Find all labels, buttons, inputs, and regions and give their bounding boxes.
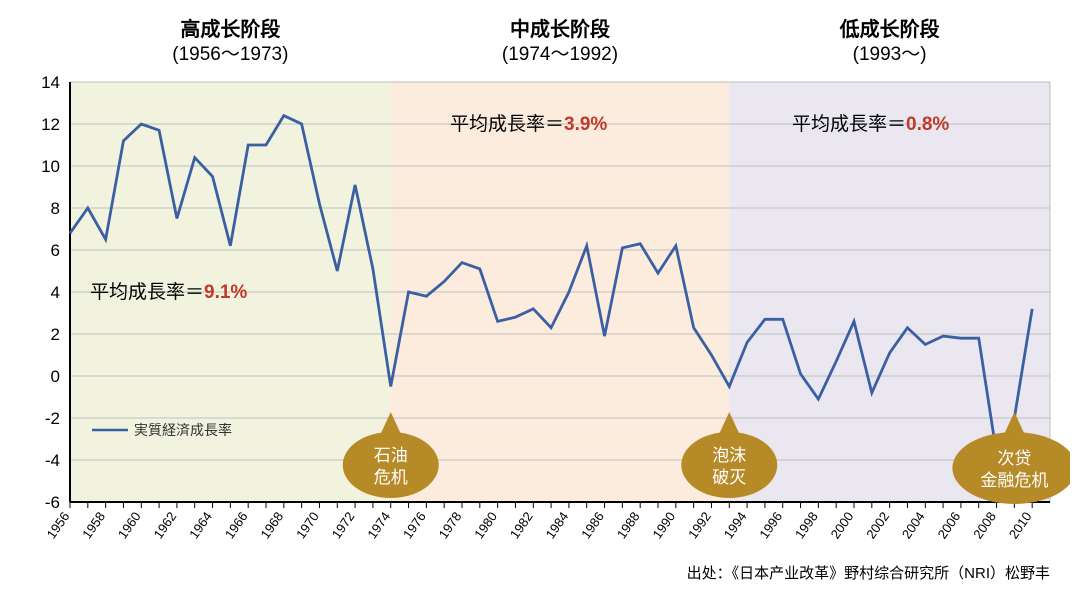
phase-title: 高成长阶段 bbox=[180, 17, 280, 41]
x-tick-label: 1984 bbox=[542, 509, 571, 541]
x-tick-label: 1962 bbox=[150, 509, 179, 541]
y-tick-label: 4 bbox=[51, 283, 60, 302]
phase-range: (1974～1992) bbox=[502, 44, 618, 65]
y-tick-label: -2 bbox=[45, 409, 60, 428]
callout-text: 金融危机 bbox=[980, 471, 1048, 490]
x-tick-label: 2006 bbox=[934, 509, 963, 541]
x-tick-label: 1964 bbox=[186, 509, 215, 541]
y-tick-label: 10 bbox=[41, 157, 60, 176]
y-tick-label: 2 bbox=[51, 325, 60, 344]
avg-annotation: 平均成長率＝0.8% bbox=[792, 113, 949, 135]
svg-text:平均成長率＝3.9%: 平均成長率＝3.9% bbox=[450, 113, 607, 135]
callout-text: 次贷 bbox=[997, 449, 1031, 468]
avg-annotation: 平均成長率＝9.1% bbox=[90, 281, 247, 303]
callout-text: 危机 bbox=[374, 468, 408, 487]
x-tick-label: 1966 bbox=[222, 509, 251, 541]
x-tick-label: 1956 bbox=[44, 509, 73, 541]
x-tick-label: 1974 bbox=[364, 509, 393, 541]
chart-container: -6-4-20246810121419561958196019621964196… bbox=[10, 10, 1070, 584]
x-tick-label: 1978 bbox=[436, 509, 465, 541]
phase-title: 低成长阶段 bbox=[839, 17, 940, 41]
x-tick-label: 2008 bbox=[970, 509, 999, 541]
phase-range: (1956～1973) bbox=[172, 44, 288, 65]
x-tick-label: 1998 bbox=[792, 509, 821, 541]
callout-bubble bbox=[681, 432, 777, 498]
y-tick-label: -6 bbox=[45, 493, 60, 512]
callout-text: 泡沫 bbox=[712, 446, 746, 465]
line-chart: -6-4-20246810121419561958196019621964196… bbox=[10, 10, 1070, 584]
callout-bubble bbox=[343, 432, 439, 498]
x-tick-label: 1970 bbox=[293, 509, 322, 541]
x-tick-label: 1972 bbox=[329, 509, 358, 541]
x-tick-label: 1986 bbox=[578, 509, 607, 541]
x-tick-label: 1990 bbox=[649, 509, 678, 541]
callout-text: 破灭 bbox=[712, 468, 746, 487]
y-tick-label: 8 bbox=[51, 199, 60, 218]
legend-label: 実質経済成長率 bbox=[134, 422, 232, 438]
x-tick-label: 2002 bbox=[863, 509, 892, 541]
x-tick-label: 1976 bbox=[400, 509, 429, 541]
phase-range: (1993～) bbox=[853, 44, 927, 65]
y-tick-label: 14 bbox=[41, 73, 60, 92]
x-tick-label: 1988 bbox=[614, 509, 643, 541]
x-tick-label: 1996 bbox=[756, 509, 785, 541]
x-tick-label: 2004 bbox=[899, 509, 928, 541]
x-tick-label: 1968 bbox=[257, 509, 286, 541]
x-tick-label: 1958 bbox=[79, 509, 108, 541]
x-tick-label: 1980 bbox=[471, 509, 500, 541]
phase-title: 中成长阶段 bbox=[510, 17, 610, 41]
avg-annotation: 平均成長率＝3.9% bbox=[450, 113, 607, 135]
x-tick-label: 1994 bbox=[721, 509, 750, 541]
y-tick-label: 0 bbox=[51, 367, 60, 386]
x-tick-label: 1982 bbox=[507, 509, 536, 541]
y-tick-label: 12 bbox=[41, 115, 60, 134]
svg-text:平均成長率＝9.1%: 平均成長率＝9.1% bbox=[90, 281, 247, 303]
y-tick-label: -4 bbox=[45, 451, 60, 470]
x-tick-label: 2010 bbox=[1006, 509, 1035, 541]
source-label: 出处：《日本产业改革》野村综合研究所（NRI）松野丰 bbox=[687, 565, 1050, 582]
x-tick-label: 1960 bbox=[115, 509, 144, 541]
x-tick-label: 1992 bbox=[685, 509, 714, 541]
x-tick-label: 2000 bbox=[828, 509, 857, 541]
y-tick-label: 6 bbox=[51, 241, 60, 260]
callout-text: 石油 bbox=[374, 446, 408, 465]
svg-text:平均成長率＝0.8%: 平均成長率＝0.8% bbox=[792, 113, 949, 135]
